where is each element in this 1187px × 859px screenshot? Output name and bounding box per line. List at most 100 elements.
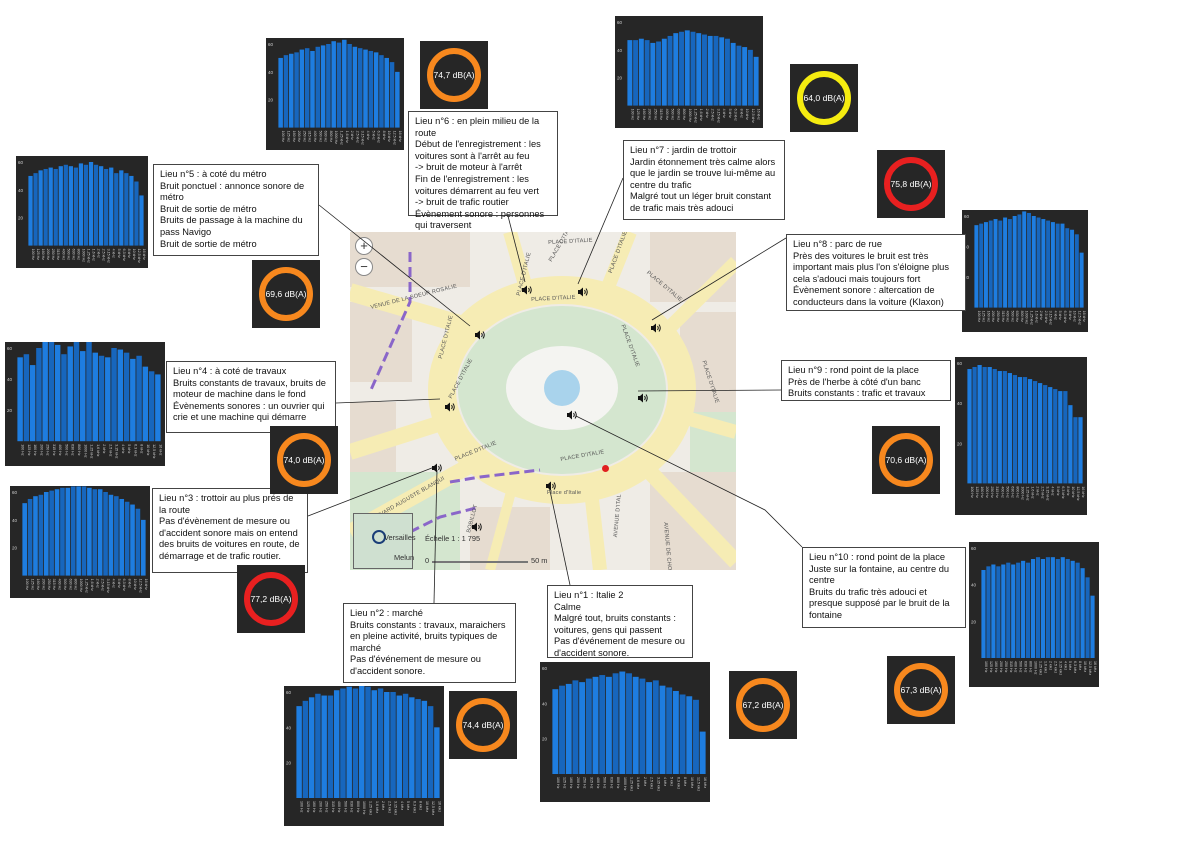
spectrum-bar xyxy=(724,38,730,106)
spectrum-bar xyxy=(86,342,92,442)
speaker-icon[interactable] xyxy=(431,460,443,473)
spectrum-bar xyxy=(1017,377,1023,484)
spectrum-bar xyxy=(1007,219,1012,308)
spectrum-bar xyxy=(299,49,305,128)
x-tick-label: 500 Hz xyxy=(1010,311,1014,323)
x-tick-label: 5 kHz xyxy=(728,109,732,118)
spectrum-bar xyxy=(315,693,321,798)
x-tick-label: 100 Hz xyxy=(630,109,634,121)
speaker-icon[interactable] xyxy=(577,284,589,297)
spectrum-bar xyxy=(1027,379,1033,484)
x-tick-label: 1,6 kHz xyxy=(375,801,379,813)
x-tick-label: 6,3 kHz xyxy=(1063,311,1067,323)
spectrum-bar xyxy=(753,56,759,106)
level-ring xyxy=(894,663,948,717)
speaker-icon[interactable] xyxy=(566,407,578,420)
speaker-icon[interactable] xyxy=(650,320,662,333)
spectrum-bar xyxy=(119,170,124,246)
spectrum-bar xyxy=(1012,375,1018,484)
spectrum-bar xyxy=(310,50,315,128)
spectrum-bar xyxy=(88,162,94,246)
spectrum-bar xyxy=(155,374,161,442)
level-meter-5: 69,6 dB(A) xyxy=(252,260,320,328)
spectrum-bar xyxy=(377,688,384,798)
spectrum-bar xyxy=(730,42,736,106)
location-note-10: Lieu n°10 : rond point de la place Juste… xyxy=(802,547,966,628)
speaker-icon[interactable] xyxy=(444,399,456,412)
x-tick-label: 10 kHz xyxy=(1083,661,1087,672)
spectrum-bar xyxy=(983,222,988,308)
spectrum-bar xyxy=(48,167,53,246)
spectrum-bar xyxy=(80,351,86,442)
spectrum-bar xyxy=(1050,557,1055,658)
level-meter-8: 75,8 dB(A) xyxy=(877,150,945,218)
spectrum-bar xyxy=(736,45,742,106)
zoom-in-button[interactable]: + xyxy=(355,237,373,255)
y-tick-label: 40 xyxy=(964,245,970,250)
x-tick-label: 2,5 kHz xyxy=(650,777,654,789)
x-tick-label: 5 kHz xyxy=(1056,486,1060,495)
minimap[interactable]: Versailles Melun xyxy=(353,513,416,569)
x-tick-label: 125 Hz xyxy=(36,249,40,261)
speaker-icon[interactable] xyxy=(474,327,486,340)
spectrum-bar xyxy=(17,357,23,442)
spectrum-bar xyxy=(974,225,979,308)
x-tick-label: 800 Hz xyxy=(1020,311,1024,323)
spectrum-bar xyxy=(409,697,415,798)
x-tick-label: 1,6 kHz xyxy=(1034,311,1038,323)
y-tick-label: 60 xyxy=(286,690,292,695)
x-tick-label: 1,25 kHz xyxy=(630,777,634,791)
spectrum-bar xyxy=(747,49,753,106)
spectrum-bar xyxy=(390,692,396,798)
level-ring xyxy=(259,267,313,321)
spectrum-bar xyxy=(1058,391,1063,484)
spectrum-bar xyxy=(320,45,326,128)
x-tick-label: 10 kHz xyxy=(146,444,150,455)
x-tick-label: 5 kHz xyxy=(117,249,121,258)
x-tick-label: 200 Hz xyxy=(297,131,301,143)
x-tick-label: 3,15 kHz xyxy=(115,444,119,458)
spectrum-bar xyxy=(1090,595,1095,658)
spectrum-bar xyxy=(104,168,109,246)
spectrum-bar xyxy=(58,166,63,246)
x-tick-label: 10 kHz xyxy=(745,109,749,120)
spectrum-bar xyxy=(1065,228,1070,308)
y-tick-label: 60 xyxy=(18,160,24,165)
spectrum-chart-2: 60 40 20 100 Hz 125 Hz 160 Hz 200 Hz 250 Hz 315 … xyxy=(284,686,444,826)
x-tick-label: 16 kHz xyxy=(757,109,761,120)
spectrum-bar xyxy=(294,52,299,128)
spectrum-bar xyxy=(123,352,130,442)
y-tick-label: 20 xyxy=(957,441,963,446)
x-tick-label: 400 Hz xyxy=(58,579,62,591)
x-tick-label: 2 kHz xyxy=(643,777,647,786)
spectrum-chart-9: 60 40 20 100 Hz 125 Hz 160 Hz 200 Hz 250 Hz 315 … xyxy=(955,357,1087,515)
zoom-out-button[interactable]: − xyxy=(355,258,373,276)
spectrum-bar xyxy=(396,695,403,798)
x-tick-label: 315 Hz xyxy=(52,579,56,591)
spectrum-bar xyxy=(87,487,92,576)
spectrum-bar xyxy=(331,41,336,128)
speaker-icon[interactable] xyxy=(471,519,483,532)
x-tick-label: 12,5 kHz xyxy=(138,579,142,593)
x-tick-label: 2,5 kHz xyxy=(108,444,112,456)
spectrum-chart-3: 60 40 20 100 Hz 125 Hz 160 Hz 200 Hz 250 Hz 315 … xyxy=(10,486,150,598)
spectrum-bar xyxy=(639,678,646,774)
spectrum-bar xyxy=(283,55,289,128)
x-tick-label: 315 Hz xyxy=(308,131,312,143)
x-tick-label: 800 Hz xyxy=(1015,486,1019,498)
speaker-icon[interactable] xyxy=(637,390,649,403)
spectrum-bar xyxy=(1068,405,1073,484)
spectrum-bar xyxy=(92,489,98,576)
x-tick-label: 12,5 kHz xyxy=(1077,311,1081,325)
level-value: 74,4 dB(A) xyxy=(462,720,504,730)
speaker-icon[interactable] xyxy=(545,478,557,491)
spectrum-bar xyxy=(987,367,992,484)
x-tick-label: 125 Hz xyxy=(982,311,986,323)
spectrum-bar xyxy=(134,181,139,246)
x-tick-label: 200 Hz xyxy=(985,486,989,498)
x-tick-label: 200 Hz xyxy=(41,579,45,591)
x-tick-label: 5 kHz xyxy=(1058,311,1062,320)
x-tick-label: 2,5 kHz xyxy=(101,579,105,591)
spectrum-bar xyxy=(327,695,334,798)
speaker-icon[interactable] xyxy=(521,282,533,295)
